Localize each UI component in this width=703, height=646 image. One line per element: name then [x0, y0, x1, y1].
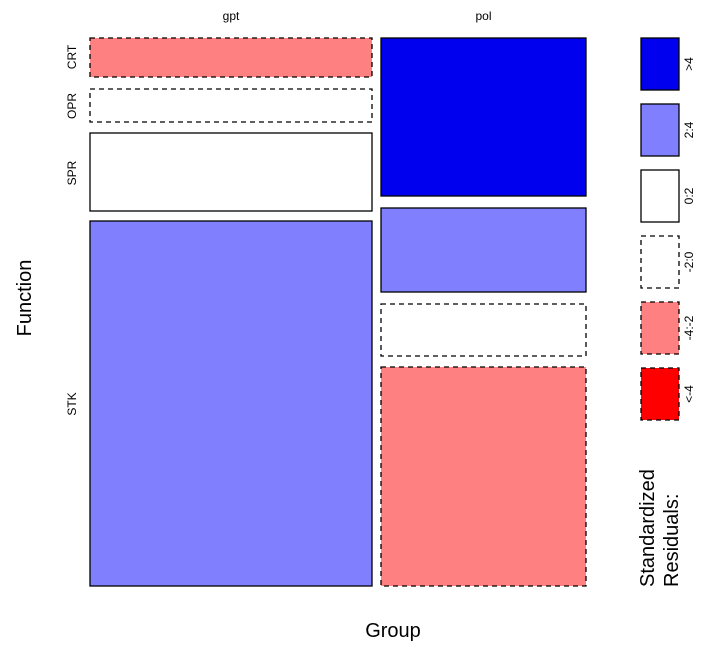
legend-title-line1: Standardized — [637, 469, 659, 587]
mosaic-cell-pol-stk — [380, 366, 587, 587]
mosaic-cell-gpt-spr — [89, 132, 373, 212]
mosaic-cell-pol-crt — [380, 37, 587, 197]
legend-label-5: <-4 — [682, 385, 696, 403]
legend-swatch-2 — [640, 169, 680, 223]
legend-label-4: -4:-2 — [682, 315, 696, 340]
legend-swatch-5 — [640, 367, 680, 421]
legend-swatch-0 — [640, 37, 680, 91]
row-label-opr: OPR — [65, 93, 79, 119]
legend: >4 2:4 0:2 -2:0 -4:-2 <-4 — [640, 37, 696, 421]
row-labels: CRT OPR SPR STK — [65, 44, 79, 416]
row-label-crt: CRT — [65, 44, 79, 69]
legend-swatch-1 — [640, 103, 680, 157]
row-label-spr: SPR — [65, 160, 79, 185]
column-label-gpt: gpt — [223, 9, 240, 23]
y-axis-label: Function — [14, 260, 36, 337]
legend-title-line2: Residuals: — [661, 494, 683, 587]
legend-label-2: 0:2 — [682, 187, 696, 204]
mosaic-cells — [89, 37, 587, 587]
mosaic-cell-pol-opr — [380, 207, 587, 293]
mosaic-cell-gpt-stk — [89, 220, 373, 587]
column-labels: gpt pol — [223, 9, 492, 23]
legend-swatch-4 — [640, 301, 680, 355]
legend-label-1: 2:4 — [682, 121, 696, 138]
row-label-stk: STK — [65, 392, 79, 415]
column-label-pol: pol — [475, 9, 491, 23]
legend-label-3: -2:0 — [682, 251, 696, 272]
legend-swatch-3 — [640, 235, 680, 289]
mosaic-cell-gpt-opr — [89, 88, 373, 123]
mosaic-cell-gpt-crt — [89, 37, 373, 78]
legend-label-0: >4 — [682, 57, 696, 71]
x-axis-label: Group — [365, 620, 421, 642]
mosaic-cell-pol-spr — [380, 303, 587, 357]
